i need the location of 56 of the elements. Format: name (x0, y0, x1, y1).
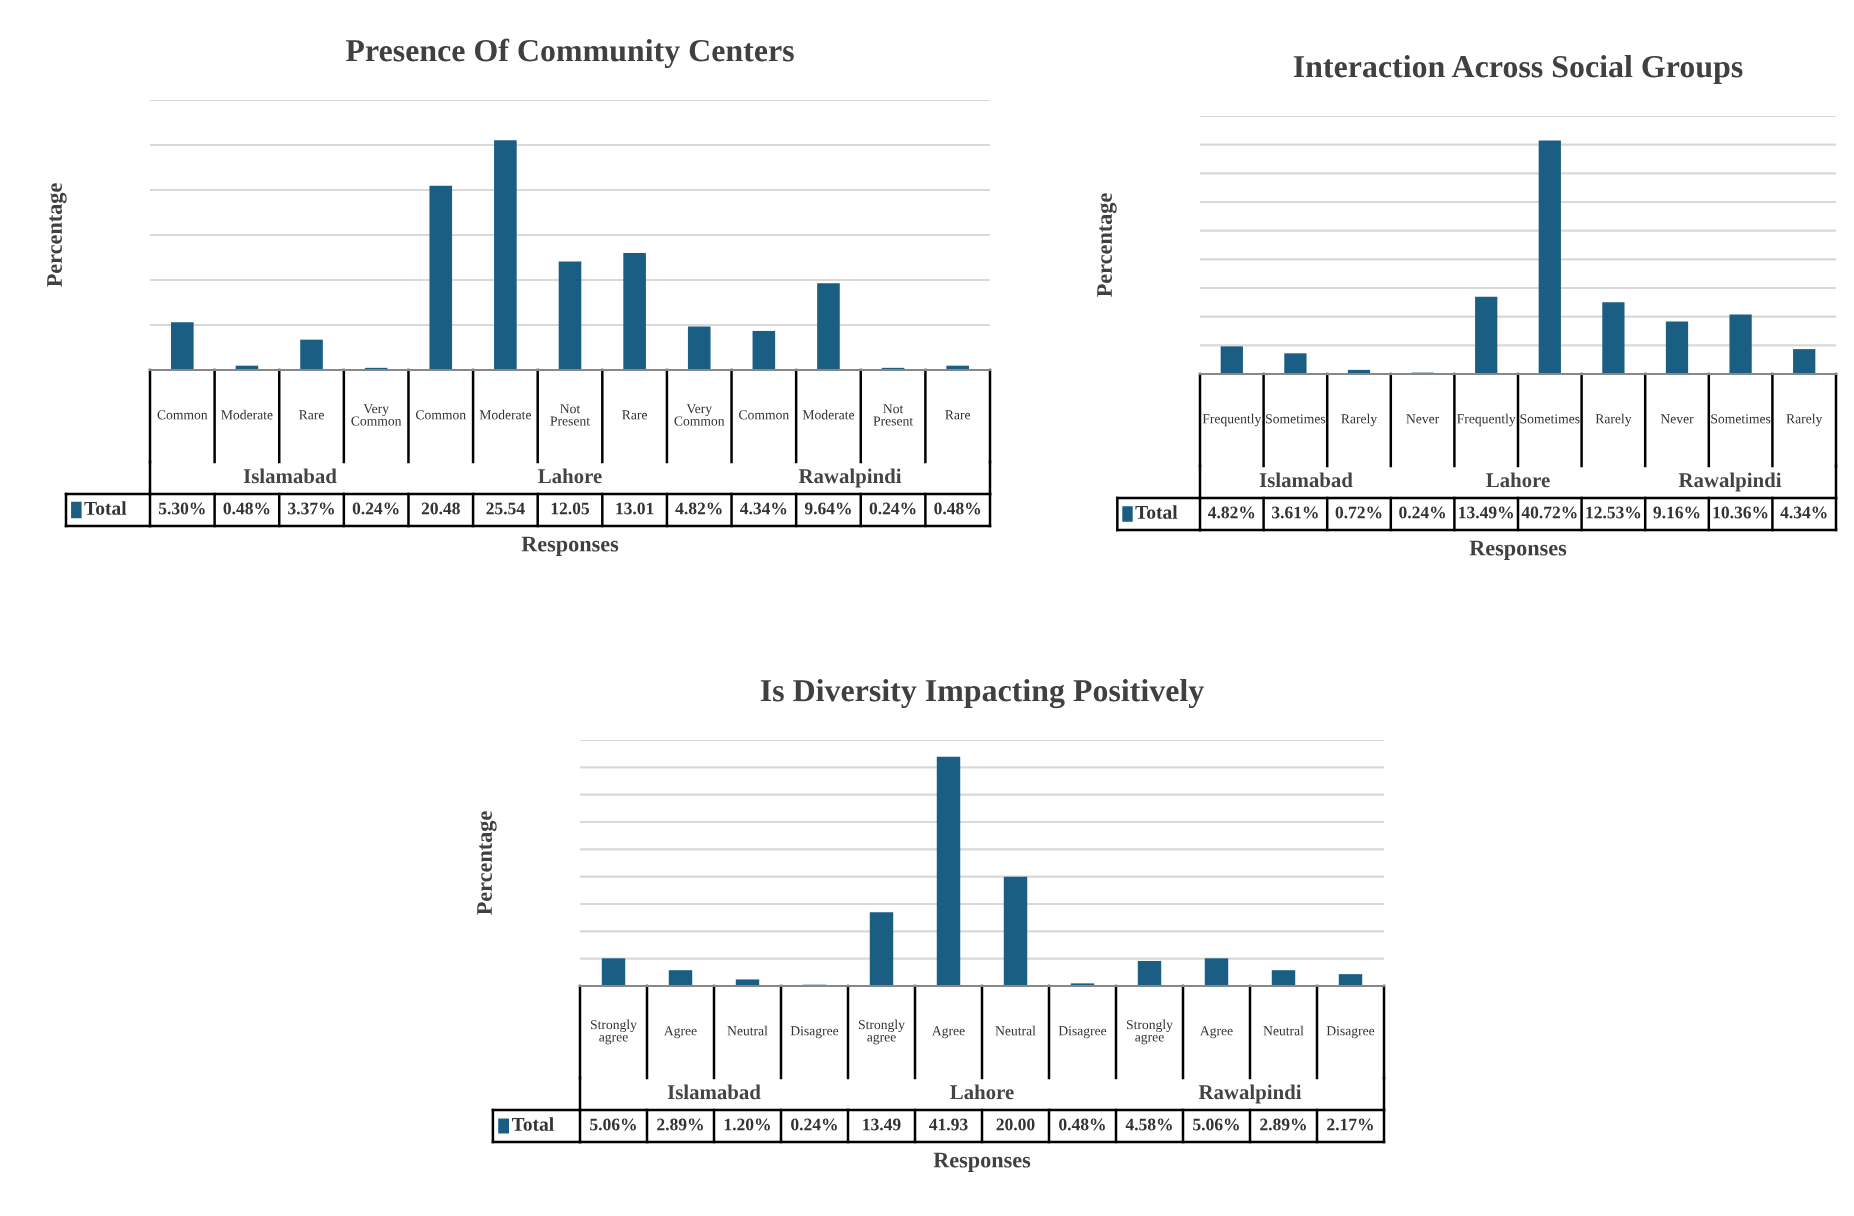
chart-title: Interaction Across Social Groups (1293, 54, 1743, 84)
y-axis-title: Percentage (1097, 193, 1117, 297)
data-label: 13.49 (863, 1118, 901, 1131)
x-axis-title: Responses (933, 1152, 1031, 1173)
data-label: 1.20% (724, 1118, 770, 1131)
legend-label: Total (511, 1117, 554, 1131)
data-label: 9.16% (1653, 506, 1700, 519)
chart-title: Presence Of Community Centers (345, 38, 794, 68)
data-label: 2.89% (657, 1118, 703, 1131)
data-label: 5.06% (1193, 1118, 1239, 1131)
chart-title: Is Diversity Impacting Positively (760, 678, 1204, 709)
y-axis-title: Percentage (47, 183, 67, 287)
data-label: 0.24% (1399, 506, 1446, 519)
text: Lahore (1486, 472, 1550, 488)
data-label: 40.72% (1521, 506, 1577, 519)
data-label: 12.53% (1586, 506, 1641, 519)
x-axis-title: Responses (521, 536, 619, 557)
data-label: 3.61% (1272, 506, 1318, 519)
y-axis-title: Percentage (477, 811, 497, 915)
text: Islamabad (1259, 472, 1353, 488)
data-label: 0.48% (934, 502, 981, 515)
text: Islamabad (667, 1084, 761, 1100)
text: Rawalpindi (798, 468, 902, 488)
text: Lahore (538, 468, 602, 484)
data-label: 2.17% (1327, 1118, 1373, 1131)
data-label: 4.82% (1207, 506, 1255, 519)
data-label: 9.64% (804, 502, 851, 515)
data-label: 3.37% (288, 502, 334, 515)
data-label: 20.00 (996, 1118, 1035, 1131)
legend-label: Total (1135, 505, 1178, 519)
data-label: 0.48% (223, 502, 270, 515)
data-label: 25.54 (486, 502, 525, 515)
data-label: 13.01 (616, 502, 654, 515)
text: Islamabad (243, 468, 337, 484)
data-label: 0.24% (352, 502, 399, 515)
data-label: 0.24% (791, 1118, 837, 1131)
data-label: 5.30% (158, 502, 205, 515)
data-label: 2.89% (1260, 1118, 1306, 1131)
data-label: 20.48 (421, 502, 460, 515)
data-label: 0.72% (1335, 506, 1382, 519)
data-label: 5.06% (590, 1118, 636, 1131)
data-label: 0.48% (1059, 1118, 1105, 1131)
data-label: 10.36% (1713, 506, 1768, 519)
data-label: 13.49% (1459, 506, 1513, 519)
text: Rawalpindi (1198, 1084, 1302, 1104)
data-label: 12.05 (551, 502, 590, 515)
data-label: 4.34% (740, 502, 787, 515)
text: Lahore (950, 1084, 1014, 1100)
data-label: 0.24% (869, 502, 916, 515)
data-label: 4.34% (1780, 506, 1827, 519)
text: Rawalpindi (1678, 472, 1782, 492)
legend-label: Total (84, 501, 127, 515)
data-label: 4.58% (1125, 1118, 1172, 1131)
x-axis-title: Responses (1469, 540, 1567, 561)
data-label: 41.93 (929, 1118, 968, 1131)
data-label: 4.82% (675, 502, 722, 515)
